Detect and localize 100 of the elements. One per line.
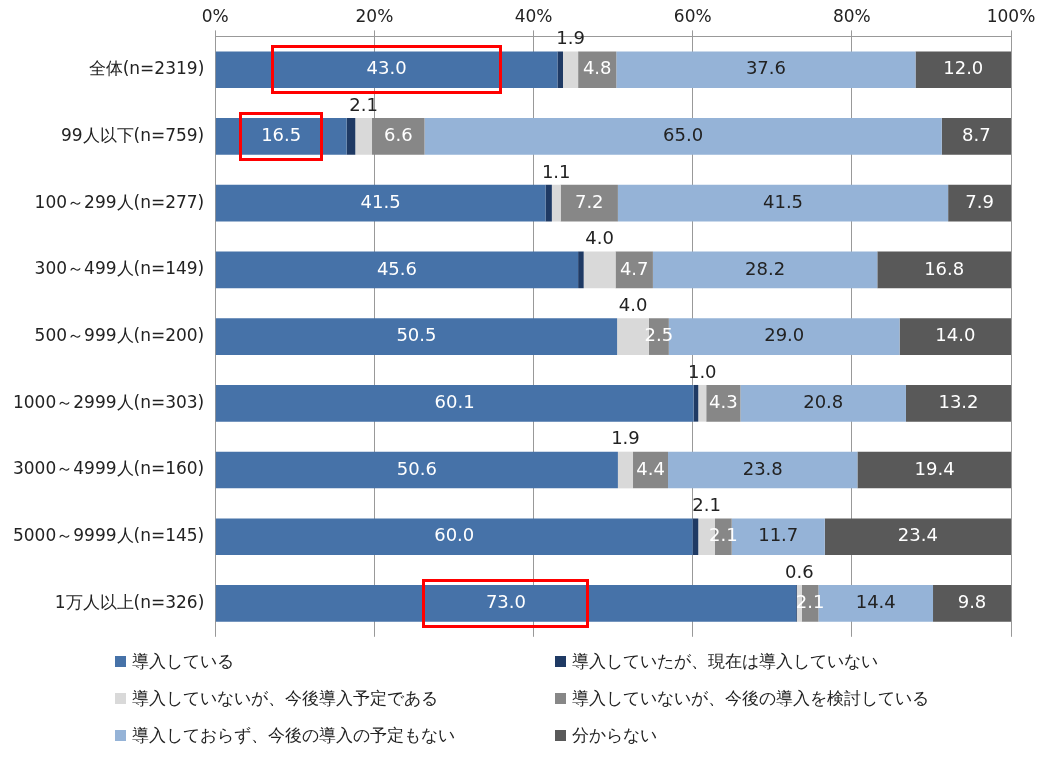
bar (215, 118, 347, 155)
data-label: 1.9 (556, 27, 585, 49)
bar (372, 118, 425, 155)
data-label: 19.4 (914, 457, 955, 479)
bar (905, 384, 1011, 422)
data-label: 50.6 (396, 457, 437, 479)
bar (693, 384, 699, 422)
data-label: 9.8 (957, 591, 987, 613)
data-label: 28.2 (745, 257, 786, 279)
bar (948, 184, 1011, 222)
bar (617, 451, 634, 489)
legend-label: 導入していないが、今後導入予定である (132, 687, 438, 710)
bar (824, 518, 1011, 556)
bar (652, 251, 878, 289)
data-label: 1.9 (611, 427, 640, 449)
y-tick-label: 100～299人(n=277) (34, 191, 205, 212)
bar (740, 384, 906, 422)
data-label: 14.4 (855, 591, 896, 613)
bar (545, 184, 552, 222)
y-tick-label: 99人以下(n=759) (60, 124, 205, 145)
data-label: 45.6 (376, 257, 417, 279)
data-label: 1.0 (687, 360, 717, 382)
data-label: 23.4 (897, 524, 938, 546)
data-label: 2.1 (349, 93, 378, 115)
x-tick-label: 40% (514, 5, 553, 26)
y-tick-label: 500～999人(n=200) (34, 325, 205, 346)
bar (215, 384, 694, 422)
data-label: 13.2 (938, 390, 979, 412)
bar (424, 118, 942, 155)
y-tick-label: 1万人以上(n=326) (54, 591, 205, 612)
data-label: 14.0 (935, 324, 976, 346)
bar (557, 51, 563, 89)
data-label: 6.6 (383, 124, 413, 146)
data-label: 4.0 (618, 293, 648, 315)
legend-label: 分からない (572, 724, 657, 747)
bar (668, 451, 858, 489)
data-label: 4.8 (582, 57, 612, 79)
bar (560, 184, 618, 222)
data-label: 23.8 (742, 457, 783, 479)
data-label: 73.0 (485, 591, 526, 613)
data-label: 8.7 (962, 124, 991, 146)
legend-label: 導入していないが、今後の導入を検討している (572, 687, 929, 710)
bar (215, 51, 558, 89)
data-label: 41.5 (360, 190, 401, 212)
x-tick-label: 20% (355, 5, 394, 26)
data-label: 4.4 (636, 457, 665, 479)
x-tick-label: 80% (832, 5, 871, 26)
bar (857, 451, 1011, 489)
data-label: 4.0 (585, 227, 614, 249)
data-label: 29.0 (764, 324, 805, 346)
y-tick-label: 全体(n=2319) (88, 58, 205, 79)
bar (915, 51, 1011, 89)
y-tick-label: 300～499人(n=149) (34, 258, 205, 279)
data-label: 0.6 (785, 560, 814, 582)
bar (617, 184, 949, 222)
data-label: 2.1 (692, 494, 721, 516)
bar (933, 585, 1011, 622)
bar (578, 251, 584, 289)
bar (563, 51, 579, 89)
legend-label: 導入しておらず、今後の導入の予定もない (132, 724, 455, 747)
y-tick-label: 1000～2999人(n=303) (12, 391, 205, 412)
bar (583, 251, 616, 289)
bar (616, 51, 916, 89)
bar (215, 251, 579, 289)
data-label: 37.6 (745, 57, 786, 79)
data-label: 16.8 (924, 257, 965, 279)
bar (899, 318, 1011, 355)
bar (215, 451, 618, 489)
data-label: 16.5 (261, 124, 302, 146)
y-tick-label: 5000～9999人(n=145) (12, 525, 205, 546)
bar (355, 118, 373, 155)
bar (215, 585, 797, 622)
legend-label: 導入していたが、現在は導入していない (572, 650, 878, 673)
x-tick-label: 0% (201, 5, 229, 26)
data-label: 60.1 (434, 390, 475, 412)
x-tick-label: 100% (986, 5, 1036, 26)
data-label: 7.9 (965, 190, 994, 212)
bar (551, 184, 561, 222)
bar (941, 118, 1011, 155)
bar (346, 118, 356, 155)
y-tick-label: 3000～4999人(n=160) (12, 458, 205, 479)
bar (692, 518, 699, 556)
bar (215, 184, 546, 222)
data-label: 4.3 (709, 390, 738, 412)
data-label: 60.0 (434, 524, 475, 546)
bar (215, 318, 618, 355)
data-label: 7.2 (574, 190, 604, 212)
data-label: 11.7 (758, 524, 799, 546)
bar (698, 384, 707, 422)
data-label: 50.5 (396, 324, 437, 346)
data-label: 1.1 (541, 160, 571, 182)
data-label: 12.0 (943, 57, 984, 79)
data-label: 41.5 (762, 190, 804, 212)
bar (215, 518, 693, 556)
bar (877, 251, 1011, 289)
x-tick-label: 60% (673, 5, 712, 26)
data-label: 20.8 (803, 390, 844, 412)
data-label: 4.7 (619, 257, 649, 279)
legend-label: 導入している (132, 650, 234, 673)
data-label: 43.0 (366, 57, 407, 79)
